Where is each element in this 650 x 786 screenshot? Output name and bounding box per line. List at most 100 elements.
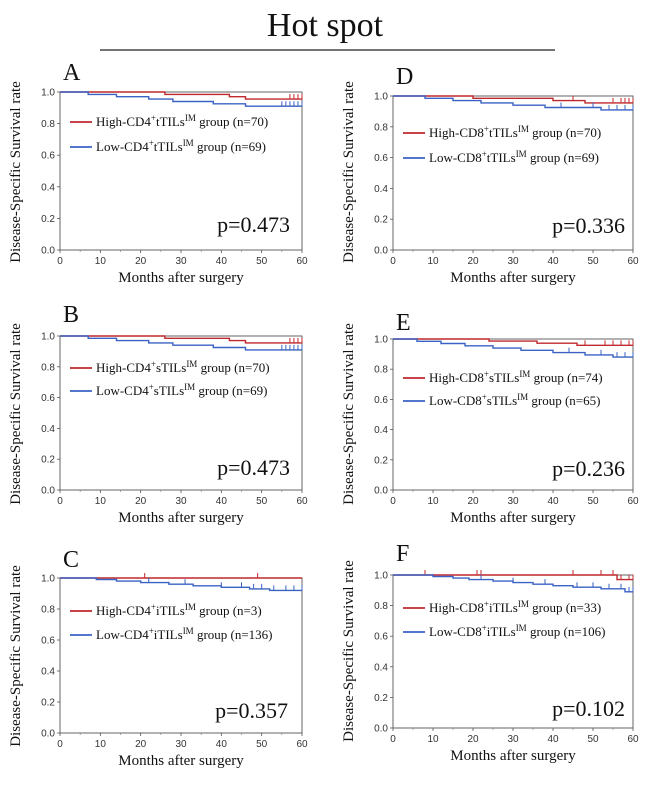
y-tick-label: 1.0 bbox=[374, 571, 388, 582]
y-tick-label: 0.4 bbox=[41, 424, 55, 435]
y-tick-label: 0.4 bbox=[374, 425, 388, 436]
legend-text-part: IM bbox=[185, 602, 196, 612]
legend-text-part: Low-CD8 bbox=[429, 393, 482, 408]
y-tick-label: 0.8 bbox=[374, 601, 388, 612]
km-panel-a: A 0.0 0.2 0.4 0.6 0.8 1.0 0 10 20 30 40 50 60 Months a… bbox=[8, 60, 308, 286]
x-tick-label: 20 bbox=[135, 496, 147, 507]
survival-curve-high bbox=[60, 335, 302, 344]
x-axis-label: Months after surgery bbox=[118, 270, 244, 286]
legend-text-part: iTILs bbox=[489, 600, 518, 615]
x-tick-label: 30 bbox=[175, 496, 187, 507]
x-tick-label: 0 bbox=[57, 496, 63, 507]
x-tick-label: 60 bbox=[296, 256, 308, 267]
survival-curve-low bbox=[393, 95, 633, 111]
panel-letter: F bbox=[396, 541, 409, 567]
legend-text-part: + bbox=[482, 149, 487, 159]
x-tick-label: 10 bbox=[427, 496, 439, 507]
legend-text-part: + bbox=[482, 392, 487, 402]
x-tick-label: 20 bbox=[467, 496, 479, 507]
x-tick-label: 10 bbox=[95, 256, 107, 267]
y-axis-label: Disease-Specific Survival rate bbox=[341, 560, 357, 742]
y-tick-label: 0.6 bbox=[374, 153, 388, 164]
x-tick-label: 30 bbox=[175, 256, 187, 267]
y-tick-label: 0.6 bbox=[374, 632, 388, 643]
km-panel-f: F 0.0 0.2 0.4 0.6 0.8 1.0 0 10 20 30 40 50 60 Months a… bbox=[341, 541, 639, 764]
x-tick-label: 10 bbox=[95, 739, 107, 750]
y-axis-label: Disease-Specific Survival rate bbox=[341, 81, 357, 263]
legend-entry: High-CD8+iTILsIM group (n=33) bbox=[429, 599, 601, 615]
legend-text-part: IM bbox=[184, 382, 195, 392]
y-tick-label: 0.4 bbox=[374, 184, 388, 195]
survival-curve-high bbox=[60, 91, 302, 100]
legend-entry: Low-CD4+sTILsIM group (n=69) bbox=[96, 382, 267, 398]
legend-entry: High-CD4+iTILsIM group (n=3) bbox=[96, 602, 262, 618]
y-tick-label: 0.0 bbox=[374, 724, 388, 735]
x-axis-label: Months after surgery bbox=[118, 753, 244, 769]
y-tick-label: 1.0 bbox=[41, 88, 55, 99]
y-tick-label: 0.6 bbox=[374, 395, 388, 406]
legend-text-part: sTILs bbox=[156, 360, 186, 375]
legend-text-part: sTILs bbox=[487, 393, 517, 408]
y-tick-label: 1.0 bbox=[374, 92, 388, 103]
legend-text-part: IM bbox=[183, 626, 194, 636]
legend-entry: High-CD8+sTILsIM group (n=74) bbox=[429, 369, 603, 385]
legend-text-part: group (n=65) bbox=[528, 393, 600, 408]
legend-text-part: Low-CD8 bbox=[429, 150, 482, 165]
legend-entry: High-CD4+sTILsIM group (n=70) bbox=[96, 359, 270, 375]
x-tick-label: 20 bbox=[135, 256, 147, 267]
legend-entry: Low-CD4+tTILsIM group (n=69) bbox=[96, 138, 266, 154]
legend-text-part: IM bbox=[183, 138, 194, 148]
legend-entry: Low-CD4+iTILsIM group (n=136) bbox=[96, 626, 273, 642]
legend-text-part: group (n=33) bbox=[529, 600, 601, 615]
legend-text-part: group (n=70) bbox=[529, 125, 601, 140]
y-tick-label: 0.8 bbox=[374, 365, 388, 376]
legend-text-part: group (n=69) bbox=[195, 383, 267, 398]
x-tick-label: 50 bbox=[256, 256, 268, 267]
y-tick-label: 0.4 bbox=[374, 662, 388, 673]
x-tick-label: 20 bbox=[467, 734, 479, 745]
y-axis-label: Disease-Specific Survival rate bbox=[8, 81, 24, 263]
legend-text-part: iTILs bbox=[156, 603, 185, 618]
x-axis-label: Months after surgery bbox=[450, 748, 576, 764]
x-tick-label: 40 bbox=[216, 739, 228, 750]
survival-curve-low bbox=[60, 577, 302, 592]
legend-text-part: IM bbox=[517, 392, 528, 402]
panel-letter: E bbox=[396, 310, 411, 336]
legend-text-part: iTILs bbox=[154, 627, 183, 642]
panels-container: A 0.0 0.2 0.4 0.6 0.8 1.0 0 10 20 30 40 50 60 Months a… bbox=[8, 60, 639, 769]
legend-text-part: IM bbox=[186, 359, 197, 369]
x-tick-label: 0 bbox=[390, 496, 396, 507]
x-tick-label: 60 bbox=[627, 734, 639, 745]
x-tick-label: 30 bbox=[507, 496, 519, 507]
legend-text-part: + bbox=[484, 124, 489, 134]
legend-text-part: IM bbox=[519, 369, 530, 379]
y-axis-label: Disease-Specific Survival rate bbox=[341, 323, 357, 505]
legend-text-part: Low-CD8 bbox=[429, 624, 482, 639]
legend-text-part: High-CD8 bbox=[429, 125, 484, 140]
y-tick-label: 0.0 bbox=[41, 246, 55, 257]
y-tick-label: 0.0 bbox=[41, 486, 55, 497]
legend-text-part: + bbox=[149, 382, 154, 392]
legend-text-part: group (n=3) bbox=[196, 603, 262, 618]
km-panel-e: E 0.0 0.2 0.4 0.6 0.8 1.0 0 10 20 30 40 50 60 Months a… bbox=[341, 310, 639, 526]
legend-text-part: Low-CD4 bbox=[96, 139, 149, 154]
survival-curve-low bbox=[60, 335, 302, 351]
x-axis-label: Months after surgery bbox=[450, 270, 576, 286]
y-tick-label: 0.8 bbox=[41, 119, 55, 130]
survival-curve-low bbox=[393, 574, 633, 593]
y-axis-label: Disease-Specific Survival rate bbox=[8, 565, 24, 747]
figure-title: Hot spot bbox=[267, 7, 384, 44]
x-tick-label: 10 bbox=[427, 256, 439, 267]
x-tick-label: 10 bbox=[427, 734, 439, 745]
legend-entry: Low-CD8+iTILsIM group (n=106) bbox=[429, 623, 606, 639]
legend-text-part: group (n=106) bbox=[527, 624, 606, 639]
legend-text-part: tTILs bbox=[154, 139, 183, 154]
x-tick-label: 60 bbox=[296, 496, 308, 507]
x-tick-label: 20 bbox=[467, 256, 479, 267]
p-value: p=0.473 bbox=[217, 212, 290, 237]
legend-entry: High-CD8+tTILsIM group (n=70) bbox=[429, 124, 601, 140]
legend-text-part: group (n=69) bbox=[194, 139, 266, 154]
y-tick-label: 0.6 bbox=[41, 151, 55, 162]
panel-letter: C bbox=[63, 547, 79, 573]
y-tick-label: 0.6 bbox=[41, 636, 55, 647]
